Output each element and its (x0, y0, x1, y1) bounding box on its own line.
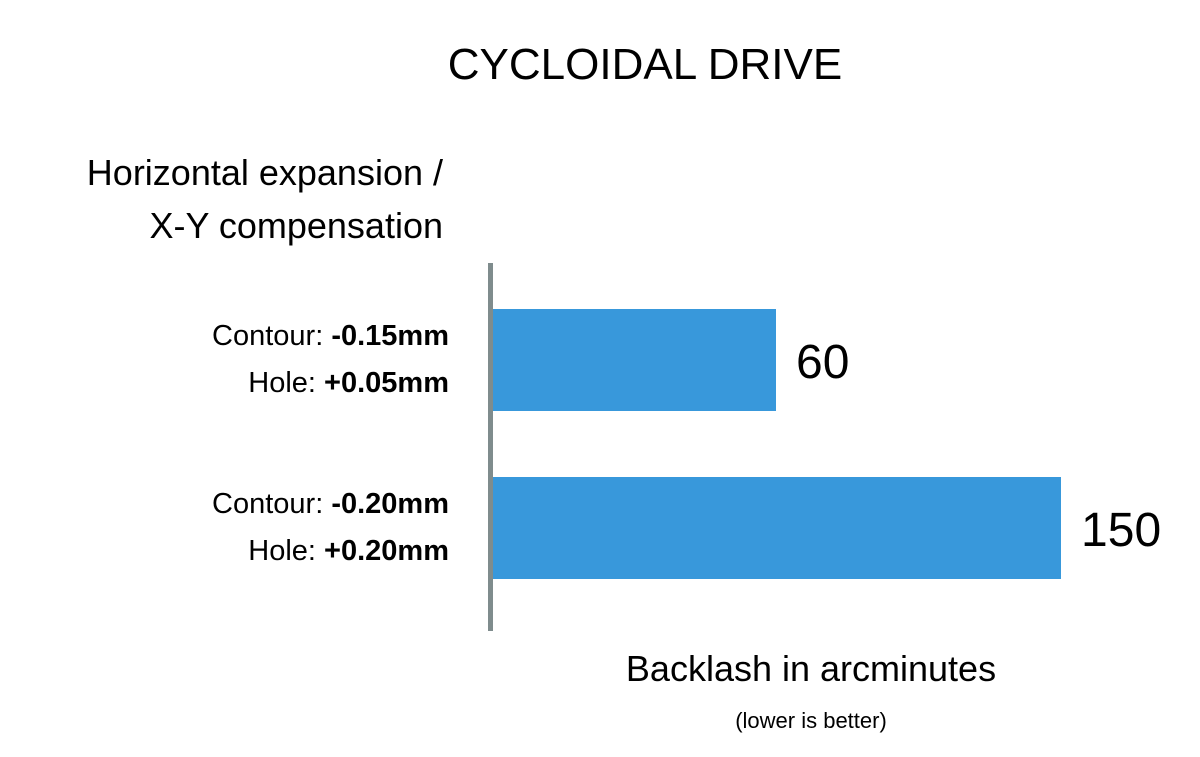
category-label-1: Contour: -0.20mm Hole: +0.20mm (212, 481, 449, 575)
category-line: Contour: -0.15mm (212, 313, 449, 360)
category-line-value: +0.05mm (324, 367, 449, 399)
data-label-0: 60 (796, 336, 850, 389)
y-axis-title-line-1: Horizontal expansion / (86, 152, 443, 193)
category-line-label: Hole: (248, 367, 325, 399)
category-line-label: Contour: (212, 488, 332, 520)
category-line-value: -0.15mm (331, 320, 449, 352)
data-label-1: 150 (1081, 504, 1162, 557)
category-line-label: Contour: (212, 320, 332, 352)
bar-0 (493, 309, 777, 411)
category-line: Contour: -0.20mm (212, 481, 449, 528)
category-line: Hole: +0.05mm (212, 360, 449, 407)
category-line-label: Hole: (248, 535, 325, 567)
category-label-0: Contour: -0.15mm Hole: +0.05mm (212, 313, 449, 407)
x-axis-title: Backlash in arcminutes (625, 648, 997, 689)
y-axis-line (488, 263, 493, 631)
category-line-value: -0.20mm (331, 488, 449, 520)
x-axis-note: (lower is better) (735, 708, 887, 733)
bar-1 (493, 477, 1062, 579)
category-line-value: +0.20mm (324, 535, 449, 567)
y-axis-title-line-2: X-Y compensation (149, 205, 443, 246)
category-line: Hole: +0.20mm (212, 528, 449, 575)
chart-title: CYCLOIDAL DRIVE (447, 40, 843, 89)
